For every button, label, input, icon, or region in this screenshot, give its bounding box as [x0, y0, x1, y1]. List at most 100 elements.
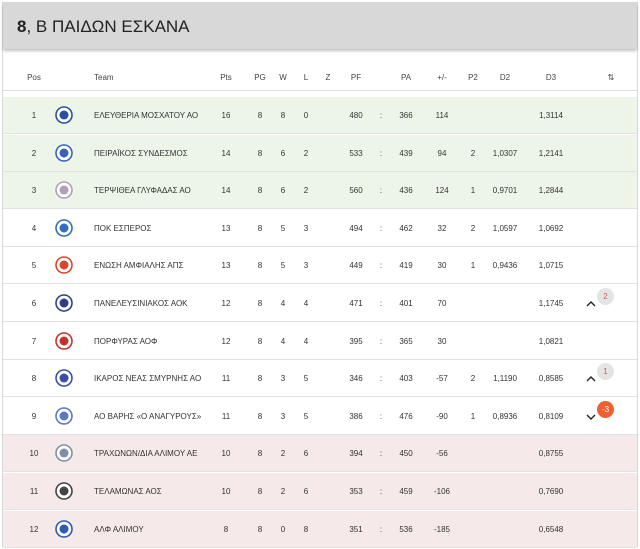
row-pos: 8	[31, 374, 37, 384]
col-pts[interactable]: Pts	[220, 73, 232, 82]
p2-value: 1	[470, 261, 476, 271]
team-name[interactable]: ΤΡΑΧΩΝΩΝ/ΔΙΑ ΑΛΙΜΟΥ ΑΕ	[94, 449, 198, 459]
table-row[interactable]: 2 ΠΕΙΡΑΪΚΟΣ ΣΥΝΔΕΣΜΟΣ 14 8 6 2 533: 439 94 2 1,030…	[3, 134, 637, 172]
d3-value: 1,0692	[538, 223, 564, 233]
col-d3[interactable]: D3	[545, 73, 557, 82]
table-row[interactable]: 8 ΙΚΑΡΟΣ ΝΕΑΣ ΣΜΥΡΝΗΣ ΑΟ 11 8 3 5 346: 403 -57 2 1…	[3, 360, 637, 398]
losses: 8	[303, 524, 309, 534]
score-separator: :	[379, 411, 383, 421]
losses: 5	[303, 411, 309, 421]
d3-value: 1,0715	[538, 261, 564, 271]
wins: 5	[280, 261, 286, 271]
col-pf[interactable]: PF	[350, 73, 362, 82]
points-for: 449	[349, 261, 363, 271]
team-name[interactable]: ΑΛΦ ΑΛΙΜΟΥ	[94, 524, 144, 534]
wins: 5	[280, 223, 286, 233]
wins: 4	[280, 336, 286, 346]
team-name[interactable]: ΠΕΙΡΑΪΚΟΣ ΣΥΝΔΕΣΜΟΣ	[94, 148, 188, 158]
team-name[interactable]: ΑΟ ΒΑΡΗΣ «Ο ΑΝΑΓΥΡΟΥΣ»	[94, 411, 202, 421]
col-l[interactable]: L	[303, 73, 309, 82]
standings-header: 8, Β ΠΑΙΔΩΝ ΕΣΚΑΝΑ	[3, 3, 637, 49]
team-name[interactable]: ΠΟΚ ΕΣΠΕΡΟΣ	[94, 223, 152, 233]
col-diff[interactable]: +/-	[437, 73, 447, 82]
table-header: Pos Team Pts PG W L Z PF PA +/- P2 D2 D3…	[3, 65, 637, 91]
table-row[interactable]: 10 ΤΡΑΧΩΝΩΝ/ΔΙΑ ΑΛΙΜΟΥ ΑΕ 10 8 2 6 394: 450 -56 0…	[3, 435, 637, 473]
col-d2[interactable]: D2	[499, 73, 511, 82]
points-for: 351	[349, 524, 363, 534]
col-w[interactable]: W	[279, 73, 287, 82]
points: 11	[221, 411, 231, 421]
wins: 3	[280, 374, 286, 384]
games-played: 8	[257, 487, 263, 496]
rank-change-badge: -3	[597, 400, 614, 418]
losses: 4	[303, 299, 309, 308]
table-row[interactable]: 9 ΑΟ ΒΑΡΗΣ «Ο ΑΝΑΓΥΡΟΥΣ» 11 8 3 5 386: 476 -90 1 0…	[3, 397, 637, 435]
d3-value: 0,8755	[538, 449, 564, 459]
d3-value: 0,8109	[538, 411, 564, 421]
point-diff: 30	[437, 261, 447, 271]
table-row[interactable]: 1 ΕΛΕΥΘΕΡΙΑ ΜΟΣΧΑΤΟΥ ΑΟ 16 8 8 0 480: 366 114 1,3…	[3, 97, 637, 134]
col-team[interactable]: Team	[94, 73, 114, 82]
table-row[interactable]: 7 ΠΟΡΦΥΡΑΣ ΑΟΦ 12 8 4 4 395: 365 30 1,0821	[3, 322, 637, 360]
team-name[interactable]: ΙΚΑΡΟΣ ΝΕΑΣ ΣΜΥΡΝΗΣ ΑΟ	[94, 374, 202, 384]
table-row[interactable]: 12 ΑΛΦ ΑΛΙΜΟΥ 8 8 0 8 351: 536 -185 0,6548	[3, 510, 637, 548]
row-pos: 4	[31, 223, 37, 233]
table-row[interactable]: 6 ΠΑΝΕΛΕΥΣΙΝΙΑΚΟΣ ΑΟΚ 12 8 4 4 471: 401 70 1,1745…	[3, 285, 637, 322]
games-played: 8	[257, 186, 263, 196]
d3-value: 1,2844	[538, 186, 564, 196]
losses: 2	[303, 148, 309, 158]
col-pa[interactable]: PA	[400, 73, 412, 82]
table-row[interactable]: 5 ΕΝΩΣΗ ΑΜΦΙΑΛΗΣ ΑΠΣ 13 8 5 3 449: 419 30 1 0,9436…	[3, 247, 637, 285]
losses: 0	[303, 111, 309, 120]
row-pos: 2	[31, 148, 37, 158]
row-pos: 7	[31, 336, 37, 346]
chevron-up-icon	[584, 372, 598, 384]
point-diff: 124	[435, 186, 449, 196]
points-for: 560	[349, 186, 363, 196]
points: 13	[221, 223, 231, 233]
points: 10	[221, 487, 231, 496]
team-name[interactable]: ΠΑΝΕΛΕΥΣΙΝΙΑΚΟΣ ΑΟΚ	[94, 299, 188, 308]
score-separator: :	[379, 299, 383, 308]
col-pos[interactable]: Pos	[27, 73, 41, 82]
team-name[interactable]: ΤΕΡΨΙΘΕΑ ΓΛΥΦΑΔΑΣ ΑΟ	[94, 186, 191, 196]
losses: 6	[303, 487, 309, 496]
team-logo-icon	[55, 519, 73, 538]
col-p2[interactable]: P2	[468, 73, 478, 82]
d3-value: 0,6548	[538, 524, 564, 534]
points-for: 480	[349, 111, 363, 120]
group-title: , Β ΠΑΙΔΩΝ ΕΣΚΑΝΑ	[26, 17, 190, 36]
col-z[interactable]: Z	[325, 73, 331, 82]
team-name[interactable]: ΕΝΩΣΗ ΑΜΦΙΑΛΗΣ ΑΠΣ	[94, 261, 184, 271]
point-diff: -57	[436, 374, 448, 384]
point-diff: -90	[436, 411, 448, 421]
games-played: 8	[257, 148, 263, 158]
sort-icon[interactable]: ⇅	[607, 73, 615, 82]
team-name[interactable]: ΕΛΕΥΘΕΡΙΑ ΜΟΣΧΑΤΟΥ ΑΟ	[94, 111, 199, 120]
points-for: 533	[349, 148, 363, 158]
score-separator: :	[379, 111, 383, 120]
points-against: 476	[399, 411, 413, 421]
games-played: 8	[257, 374, 263, 384]
d2-value: 1,0307	[492, 148, 518, 158]
losses: 5	[303, 374, 309, 384]
team-logo-icon	[55, 143, 73, 162]
table-row[interactable]: 3 ΤΕΡΨΙΘΕΑ ΓΛΥΦΑΔΑΣ ΑΟ 14 8 6 2 560: 436 124 1 0,9…	[3, 172, 637, 210]
col-pg[interactable]: PG	[254, 73, 266, 82]
points: 12	[221, 299, 231, 308]
score-separator: :	[379, 223, 383, 233]
team-logo-icon	[55, 106, 73, 124]
row-pos: 3	[31, 186, 37, 196]
team-name[interactable]: ΠΟΡΦΥΡΑΣ ΑΟΦ	[94, 336, 158, 346]
score-separator: :	[379, 261, 383, 271]
score-separator: :	[379, 449, 383, 459]
rank-change-badge: 1	[597, 363, 614, 381]
points-against: 436	[399, 186, 413, 196]
d2-value: 1,1190	[493, 374, 517, 384]
points-against: 536	[399, 524, 413, 534]
team-logo-icon	[55, 331, 73, 350]
table-row[interactable]: 4 ΠΟΚ ΕΣΠΕΡΟΣ 13 8 5 3 494: 462 32 2 1,0597 1,0692	[3, 209, 637, 247]
team-name[interactable]: ΤΕΛΑΜΩΝΑΣ ΑΟΣ	[94, 487, 162, 496]
table-row[interactable]: 11 ΤΕΛΑΜΩΝΑΣ ΑΟΣ 10 8 2 6 353: 459 -106 0,7690	[3, 473, 637, 510]
score-separator: :	[379, 186, 383, 196]
